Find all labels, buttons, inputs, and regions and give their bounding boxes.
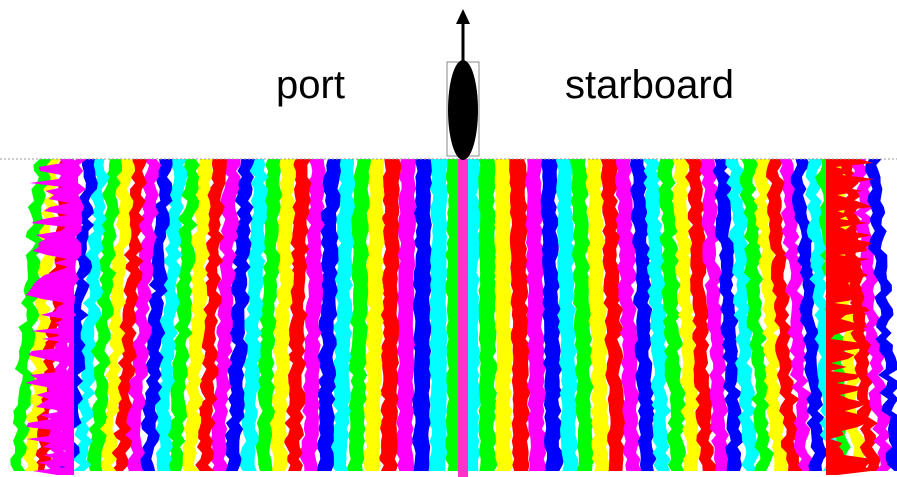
starboard-stripe bbox=[509, 159, 531, 471]
starboard-stripe bbox=[540, 159, 565, 471]
starboard-edge bbox=[826, 159, 875, 475]
starboard-stripe bbox=[779, 159, 814, 471]
starboard-stripe bbox=[712, 159, 745, 471]
port-stripe bbox=[394, 159, 417, 471]
port-stripe bbox=[428, 159, 448, 471]
port-stripe bbox=[180, 159, 213, 471]
port-stripe bbox=[255, 159, 283, 471]
port-stripe bbox=[10, 159, 52, 471]
starboard-stripe bbox=[478, 159, 499, 471]
port-stripe bbox=[125, 159, 162, 471]
swath-stripes bbox=[10, 159, 897, 475]
starboard-stripe bbox=[657, 159, 687, 471]
port-stripe bbox=[87, 159, 123, 471]
starboard-stripe bbox=[629, 159, 657, 471]
starboard-label: starboard bbox=[565, 63, 734, 107]
port-stripe bbox=[378, 159, 402, 471]
starboard-stripe bbox=[524, 159, 548, 471]
heading-arrowhead-icon bbox=[456, 9, 470, 24]
port-stripe bbox=[139, 159, 173, 471]
starboard-stripe bbox=[615, 159, 643, 471]
nadir-centerline bbox=[458, 159, 468, 477]
starboard-stripe bbox=[766, 159, 803, 471]
starboard-stripe bbox=[569, 159, 595, 471]
port-stripe bbox=[362, 159, 385, 471]
starboard-stripe bbox=[642, 159, 672, 471]
port-stripe bbox=[209, 159, 241, 471]
port-stripe bbox=[298, 159, 326, 471]
port-edge bbox=[25, 159, 74, 475]
port-stripe bbox=[71, 159, 110, 471]
port-stripe bbox=[239, 159, 269, 471]
starboard-stripe bbox=[684, 159, 717, 471]
port-stripe bbox=[411, 159, 432, 471]
port-stripe bbox=[195, 159, 227, 471]
port-stripe bbox=[98, 159, 136, 471]
port-stripe bbox=[110, 159, 147, 471]
starboard-stripe bbox=[739, 159, 774, 471]
starboard-stripe bbox=[725, 159, 760, 471]
boat-hull-icon bbox=[448, 60, 478, 160]
vessel-group bbox=[446, 9, 480, 160]
starboard-stripe bbox=[585, 159, 611, 471]
starboard-stripe bbox=[790, 159, 829, 471]
port-stripe bbox=[269, 159, 296, 471]
starboard-stripe bbox=[494, 159, 515, 471]
starboard-stripe bbox=[865, 159, 897, 471]
port-stripe bbox=[315, 159, 341, 471]
port-stripe bbox=[154, 159, 188, 471]
port-stripe bbox=[165, 159, 200, 471]
port-stripe bbox=[223, 159, 255, 471]
starboard-stripe bbox=[672, 159, 703, 471]
port-stripe bbox=[283, 159, 312, 471]
port-stripe bbox=[59, 159, 98, 471]
port-label: port bbox=[276, 63, 345, 107]
